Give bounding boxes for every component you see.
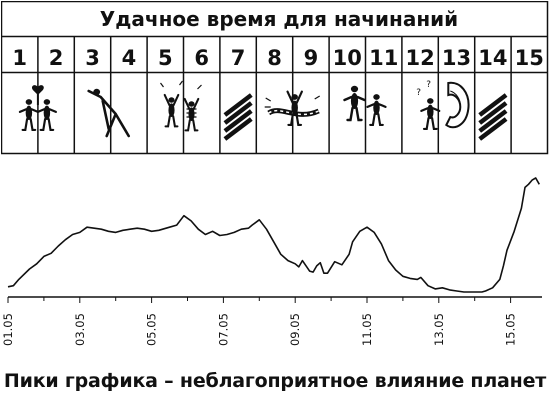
day-number-3: 3: [85, 46, 100, 70]
x-tick-label: 15.05: [504, 313, 518, 346]
day-number-2: 2: [49, 46, 64, 70]
finish-line-runner-icon: [264, 90, 321, 126]
x-tick-label: 13.05: [432, 313, 446, 346]
day-number-5: 5: [158, 46, 173, 70]
day-number-1: 1: [12, 46, 27, 70]
hatched-stripes-icon: [478, 93, 508, 141]
day-number-8: 8: [267, 46, 282, 70]
influence-line: [7, 177, 540, 293]
calendar-table: Удачное время для начинаний 1 2 3 4 5 6 7 8 9 10 1…: [1, 1, 549, 155]
x-tick-label: 05.05: [145, 313, 159, 346]
hatched-stripes-icon: [223, 93, 253, 141]
day-number-6: 6: [194, 46, 209, 70]
stretching-person-icon: [87, 88, 130, 138]
svg-text:?: ?: [416, 88, 421, 98]
x-tick-label: 09.05: [288, 313, 302, 346]
x-tick-label: 01.05: [1, 313, 15, 346]
x-tick-label: 07.05: [216, 313, 230, 346]
day-number-4: 4: [122, 46, 137, 70]
day-number-9: 9: [304, 46, 319, 70]
chart-caption: Пики графика – неблагоприятное влияние п…: [3, 370, 547, 392]
day-number-13: 13: [442, 46, 471, 70]
telephone-caller-icon: ??: [416, 80, 470, 130]
day-number-12: 12: [405, 46, 434, 70]
svg-text:?: ?: [426, 80, 431, 90]
couple-with-heart-icon: [18, 85, 57, 131]
x-tick-label: 03.05: [73, 313, 87, 346]
day-number-15: 15: [515, 46, 544, 70]
x-tick-label: 11.05: [360, 313, 374, 346]
day-number-7: 7: [231, 46, 246, 70]
day-number-11: 11: [369, 46, 398, 70]
day-number-10: 10: [333, 46, 362, 70]
cheering-people-icon: [160, 80, 202, 132]
handshake-icon: [343, 85, 387, 126]
calendar-title: Удачное время для начинаний: [100, 7, 458, 31]
day-number-14: 14: [478, 46, 507, 70]
planetary-influence-chart: 01.05 03.05 05.05 07.05 09.05 11.05 13.05 15.05: [1, 177, 542, 346]
